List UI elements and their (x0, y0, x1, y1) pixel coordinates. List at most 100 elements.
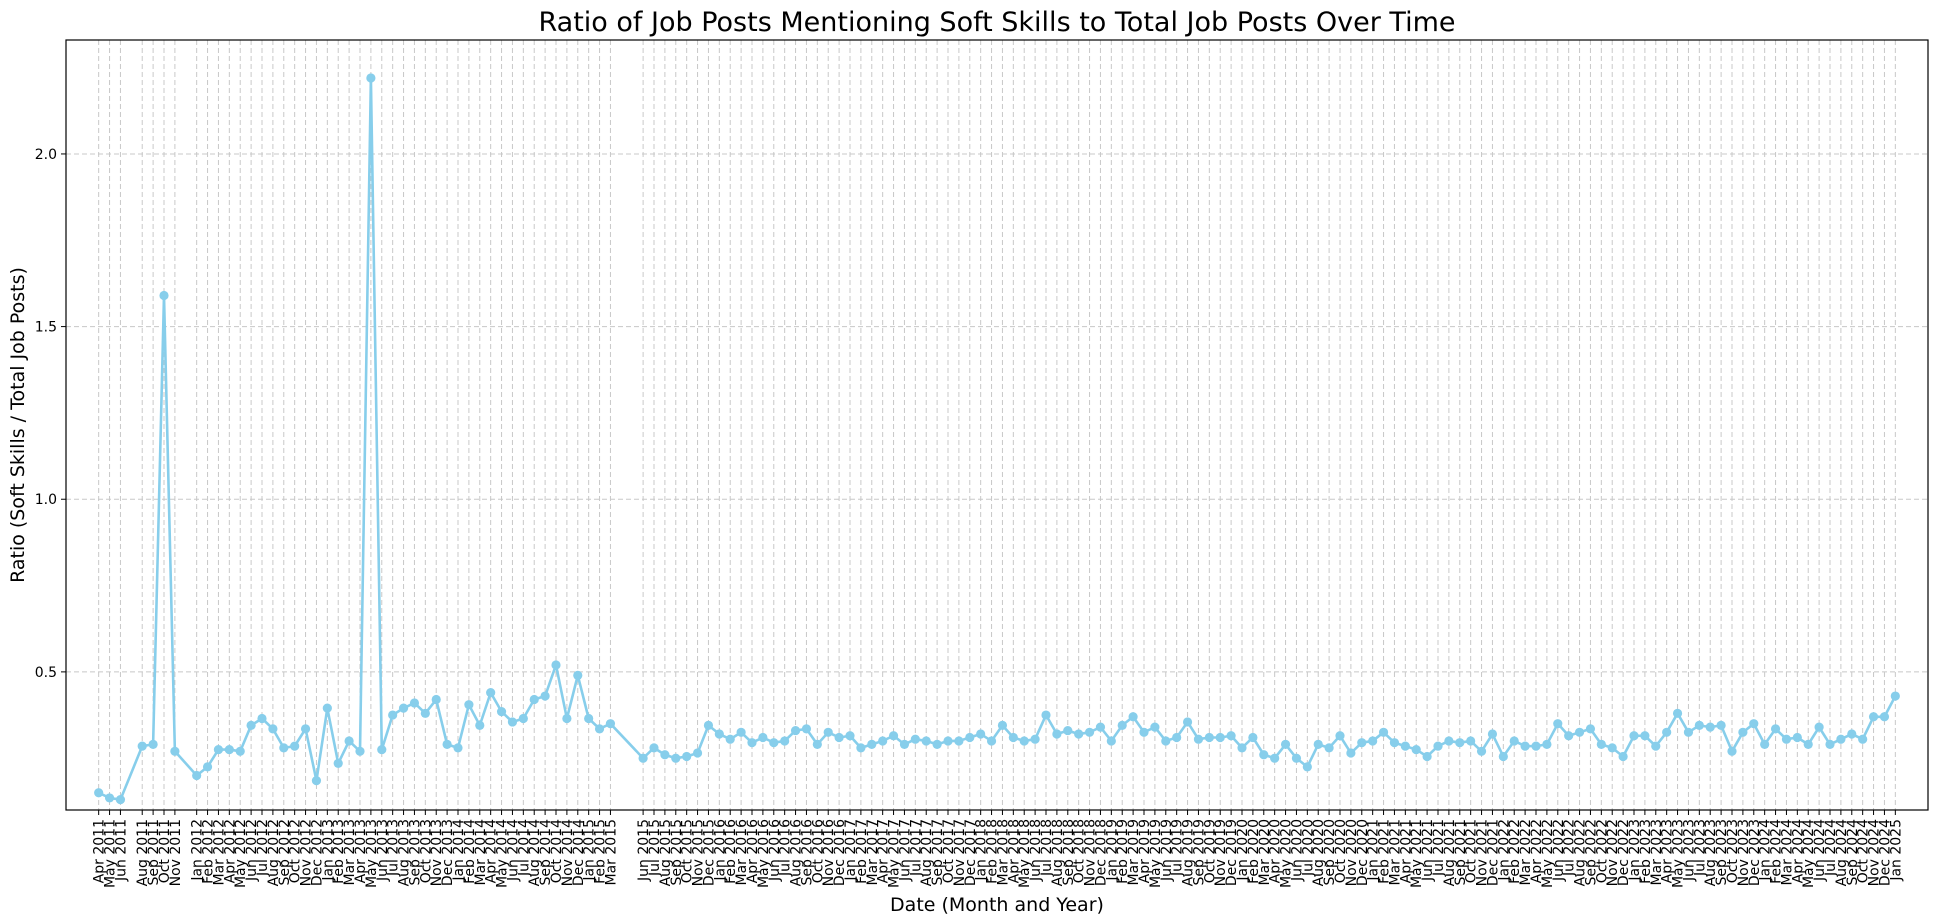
x-tick-label: Jan 2024 (1758, 819, 1774, 882)
data-point (703, 720, 714, 731)
data-point (1683, 727, 1694, 737)
data-point (1760, 739, 1770, 749)
x-tick-label: Dec 2017 (963, 819, 979, 886)
data-point (736, 727, 746, 737)
data-point (1781, 734, 1792, 744)
data-point (660, 750, 670, 760)
data-point (1640, 731, 1650, 741)
x-tick-label: Jul 2021 (1431, 819, 1447, 877)
data-point (1727, 746, 1737, 756)
x-tick-label: Jul 2015 (647, 819, 663, 877)
x-tick-label: Jul 2023 (1692, 819, 1708, 877)
x-tick-label: Jan 2018 (974, 819, 990, 882)
data-point (1520, 741, 1530, 751)
x-tick-label: Sep 2024 (1845, 819, 1861, 886)
data-point (1063, 725, 1073, 736)
x-tick-label: Apr 2012 (222, 819, 238, 883)
x-tick-label: Apr 2022 (1529, 819, 1545, 883)
data-point (1770, 724, 1781, 734)
x-tick-label: May 2018 (1017, 819, 1033, 888)
x-tick-label: Apr 2021 (1398, 819, 1414, 883)
x-tick-label: Jun 2014 (505, 819, 521, 882)
x-tick-label: Dec 2012 (309, 819, 325, 886)
data-point (1444, 736, 1454, 746)
x-tick-label: Oct 2024 (1856, 819, 1872, 883)
x-tick-label: Aug 2018 (1050, 819, 1066, 886)
data-point (888, 731, 899, 741)
data-point (1172, 732, 1182, 743)
data-point (1825, 739, 1835, 749)
data-point (1302, 762, 1312, 772)
x-tick-label: Aug 2019 (1181, 819, 1197, 886)
data-point (398, 703, 409, 713)
x-tick-label: Nov 2018 (1083, 819, 1099, 886)
x-tick-label: Oct 2012 (288, 819, 304, 883)
plot-frame (65, 39, 1929, 811)
x-tick-label: Apr 2019 (1137, 819, 1153, 883)
x-tick-label: Nov 2015 (691, 819, 707, 886)
data-point (388, 710, 398, 720)
x-tick-label: Nov 2019 (1213, 819, 1229, 886)
data-point (464, 700, 474, 710)
data-point (790, 725, 801, 736)
x-tick-label: Jan 2023 (1627, 819, 1643, 882)
x-tick-label: May 2016 (756, 819, 772, 888)
data-point (932, 739, 942, 749)
data-point (311, 776, 322, 786)
data-point (213, 744, 224, 755)
data-point (1008, 732, 1018, 743)
x-tick-label: Jan 2013 (320, 819, 336, 882)
x-tick-label: Mar 2012 (211, 819, 227, 886)
data-point (1858, 734, 1868, 744)
data-point (1411, 744, 1421, 755)
x-tick-label: Nov 2022 (1605, 819, 1621, 886)
data-point (333, 758, 343, 768)
data-point (1662, 727, 1672, 737)
data-point (366, 73, 376, 83)
data-point (1106, 736, 1116, 746)
x-tick-label: Oct 2011 (157, 819, 173, 883)
data-point (845, 731, 855, 741)
x-tick-label: Jan 2016 (712, 819, 728, 882)
data-point (1814, 722, 1824, 732)
x-tick-label: Oct 2022 (1594, 819, 1610, 883)
data-point (148, 739, 158, 749)
data-point (170, 746, 180, 756)
x-tick-label: Jun 2023 (1681, 819, 1697, 882)
x-tick-label: Jan 2021 (1366, 819, 1382, 882)
x-tick-label: Aug 2020 (1311, 819, 1327, 886)
x-tick-label: Nov 2021 (1475, 819, 1491, 886)
x-tick-label: Feb 2014 (462, 819, 478, 884)
data-point (290, 741, 300, 751)
x-tick-label: Mar 2013 (342, 819, 358, 886)
x-tick-label: Sep 2022 (1583, 819, 1599, 885)
x-tick-label: Aug 2017 (919, 819, 935, 886)
x-tick-label: Mar 2022 (1518, 819, 1534, 886)
x-tick-label: Jun 2021 (1420, 819, 1436, 882)
x-tick-label: Nov 2020 (1344, 819, 1360, 886)
x-tick-label: Oct 2023 (1725, 819, 1741, 883)
x-tick-label: Aug 2012 (266, 819, 282, 886)
x-tick-label: May 2021 (1409, 819, 1425, 888)
x-tick-label: Oct 2015 (680, 819, 696, 883)
data-point (801, 724, 812, 734)
data-point (1792, 732, 1802, 743)
x-tick-label: Jul 2012 (255, 819, 271, 877)
data-point (518, 713, 528, 724)
data-point (431, 694, 441, 705)
data-point (1455, 738, 1465, 748)
data-point (442, 739, 452, 749)
data-point (1531, 741, 1541, 751)
x-tick-label: Feb 2013 (331, 819, 347, 884)
x-tick-label: Apr 2018 (1006, 819, 1022, 883)
x-tick-label: Sep 2017 (930, 819, 946, 885)
data-point (1117, 720, 1127, 731)
x-tick-label: Jun 2022 (1551, 819, 1567, 882)
x-tick-label: Sep 2019 (1191, 819, 1207, 885)
x-tick-label: Oct 2018 (1072, 819, 1088, 883)
data-point (1324, 743, 1334, 753)
data-point (224, 744, 234, 755)
data-point (1368, 736, 1378, 746)
